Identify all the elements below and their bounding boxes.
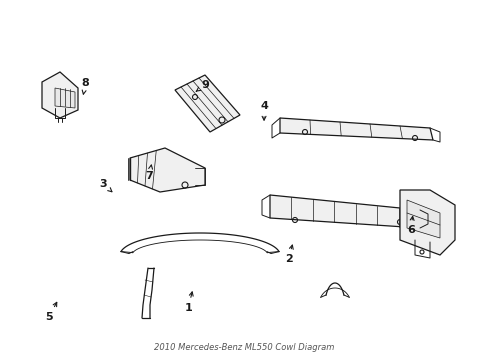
Polygon shape [42,72,78,118]
Text: 7: 7 [145,165,153,181]
Text: 2010 Mercedes-Benz ML550 Cowl Diagram: 2010 Mercedes-Benz ML550 Cowl Diagram [154,343,333,352]
Text: 1: 1 [184,292,193,313]
Text: 4: 4 [260,101,267,120]
Text: 2: 2 [284,245,293,264]
Polygon shape [55,88,75,108]
Polygon shape [280,118,432,140]
Polygon shape [175,75,240,132]
Polygon shape [399,190,454,255]
Text: 6: 6 [406,216,414,235]
Text: 9: 9 [196,80,209,91]
Polygon shape [130,148,204,192]
Polygon shape [269,195,419,228]
Polygon shape [406,200,439,238]
Text: 3: 3 [99,179,112,192]
Text: 8: 8 [81,78,89,94]
Text: 5: 5 [45,302,57,322]
